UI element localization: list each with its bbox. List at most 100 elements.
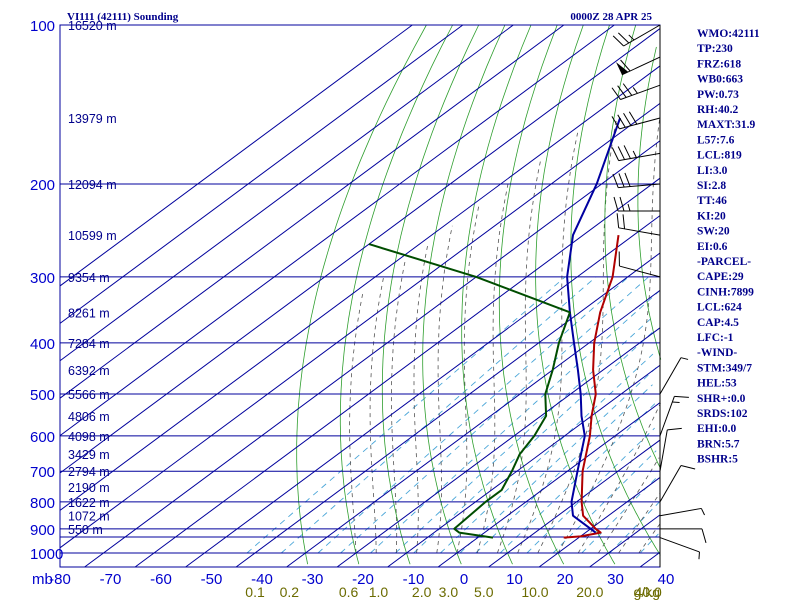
pressure-tick-label: 800 (30, 495, 55, 512)
wind-barb-flag (628, 111, 638, 125)
wind-barb-flag (680, 464, 696, 470)
index-entry: BRN:5.7 (697, 438, 740, 450)
wind-barb-staff (659, 507, 702, 517)
wind-barb-half (628, 34, 635, 41)
temperature-tick-label: 10 (506, 571, 523, 588)
wind-barb-flag (611, 87, 621, 100)
dry-adiabat (381, 24, 480, 565)
pressure-tick-label: 300 (30, 270, 55, 287)
index-entry: SHR+:0.0 (697, 393, 746, 405)
temperature-tick-label: -70 (100, 571, 122, 588)
index-entry: EHI:0.0 (697, 423, 737, 435)
wind-barb-staff (619, 117, 661, 130)
wind-barb-half (632, 150, 637, 158)
moist-adiabat (349, 291, 364, 554)
wind-barb (659, 507, 705, 517)
indices-panel: WMO:42111 TP:230 FRZ:618 WB0:663 PW:0.73 RH:4… (697, 28, 760, 466)
wind-barb-staff (659, 357, 682, 395)
index-entry: PW:0.73 (697, 89, 739, 101)
mixing-ratio-label: 0.1 (245, 584, 265, 600)
dry-adiabat (296, 24, 427, 565)
wind-barb-flag (617, 114, 626, 128)
mixing-ratio-line (317, 276, 629, 554)
mixing-ratio-label: 2.0 (412, 584, 432, 600)
mixing-ratio-line (475, 384, 653, 554)
temperature-tick-label: 30 (607, 571, 624, 588)
isotherm (59, 24, 565, 399)
isotherm (59, 28, 661, 474)
wind-barb-flag (623, 145, 631, 159)
wind-barbs (611, 24, 707, 567)
wind-barb (616, 213, 661, 236)
temperature-tick-label: 0 (460, 571, 468, 588)
mixing-ratio-label: 40.0 (635, 584, 662, 600)
isotherm (59, 24, 413, 287)
wind-barb-flag (612, 173, 619, 188)
height-tick-label: 4098 m (68, 430, 110, 444)
isotherm (235, 252, 661, 568)
height-tick-label: 8261 m (68, 306, 110, 320)
temperature-profile (563, 234, 620, 539)
mixing-ratio-line (639, 533, 659, 554)
dry-adiabat (339, 24, 453, 565)
mixing-ratio-label: 0.6 (339, 584, 359, 600)
wind-barb-staff (620, 84, 661, 100)
height-tick-label: 4806 m (68, 410, 110, 424)
dry-adiabat (570, 24, 661, 556)
chart-time: 0000Z 28 APR 25 (570, 11, 652, 23)
isotherm (84, 140, 661, 568)
wind-barb (659, 357, 689, 395)
wind-barb-staff (659, 465, 682, 503)
moist-adiabat (638, 523, 661, 554)
mixing-ratio-line (581, 477, 657, 554)
isotherm (185, 215, 661, 568)
dewpoint-profile (368, 243, 571, 539)
index-entry: BSHR:5 (697, 454, 738, 466)
height-tick-label: 12094 m (68, 178, 117, 192)
wind-barb-flag (618, 173, 625, 188)
wind-barb-half (680, 357, 689, 360)
wind-barb-flag (674, 395, 689, 398)
temperature-tick-label: 40 (658, 571, 675, 588)
temperature-tick-label: -50 (201, 571, 223, 588)
height-tick-label: 9354 m (68, 271, 110, 285)
wind-barb-flag (622, 83, 633, 96)
isotherm (286, 290, 661, 568)
index-entry: CAP:4.5 (697, 317, 739, 329)
wind-barb-flag (613, 196, 619, 212)
index-entry: L57:7.6 (697, 134, 735, 146)
wind-barb (616, 56, 661, 76)
index-entry: CAPE:29 (697, 271, 744, 283)
height-tick-label: 7284 m (68, 337, 110, 351)
parcel-profile (566, 117, 622, 534)
isotherm (336, 327, 661, 568)
wind-barb-flag (667, 427, 682, 431)
wind-barb-flag (611, 147, 620, 161)
moist-adiabat (577, 402, 661, 554)
height-tick-label: 1622 m (68, 496, 110, 510)
wind-barb-flag (617, 146, 625, 160)
wind-barb-staff (618, 183, 661, 189)
wind-barb-half (632, 87, 638, 94)
wind-barb-flag (617, 85, 627, 98)
index-entry: RH:40.2 (697, 104, 738, 116)
isotherm (437, 402, 661, 568)
index-entry: HEL:53 (697, 378, 737, 390)
wind-barb-flag (622, 214, 626, 229)
moist-adiabat (598, 457, 660, 554)
wind-barb-staff (619, 265, 661, 278)
height-tick-label: 5566 m (68, 388, 110, 402)
pressure-unit-label: mb (32, 571, 53, 588)
dry-adiabat (637, 46, 662, 360)
temperature-tick-label: -40 (251, 571, 273, 588)
wind-barb-pennant (616, 62, 629, 75)
pressure-tick-label: 200 (30, 177, 55, 194)
index-entry: SRDS:102 (697, 408, 748, 420)
index-entry: TT:46 (697, 195, 727, 207)
mixing-ratio-label: 5.0 (474, 584, 494, 600)
moist-adiabat (537, 117, 618, 554)
mixing-ratio-label: 20.0 (576, 584, 603, 600)
index-entry: -WIND- (697, 347, 737, 359)
isotherm (639, 551, 661, 568)
wind-barb (659, 395, 689, 437)
